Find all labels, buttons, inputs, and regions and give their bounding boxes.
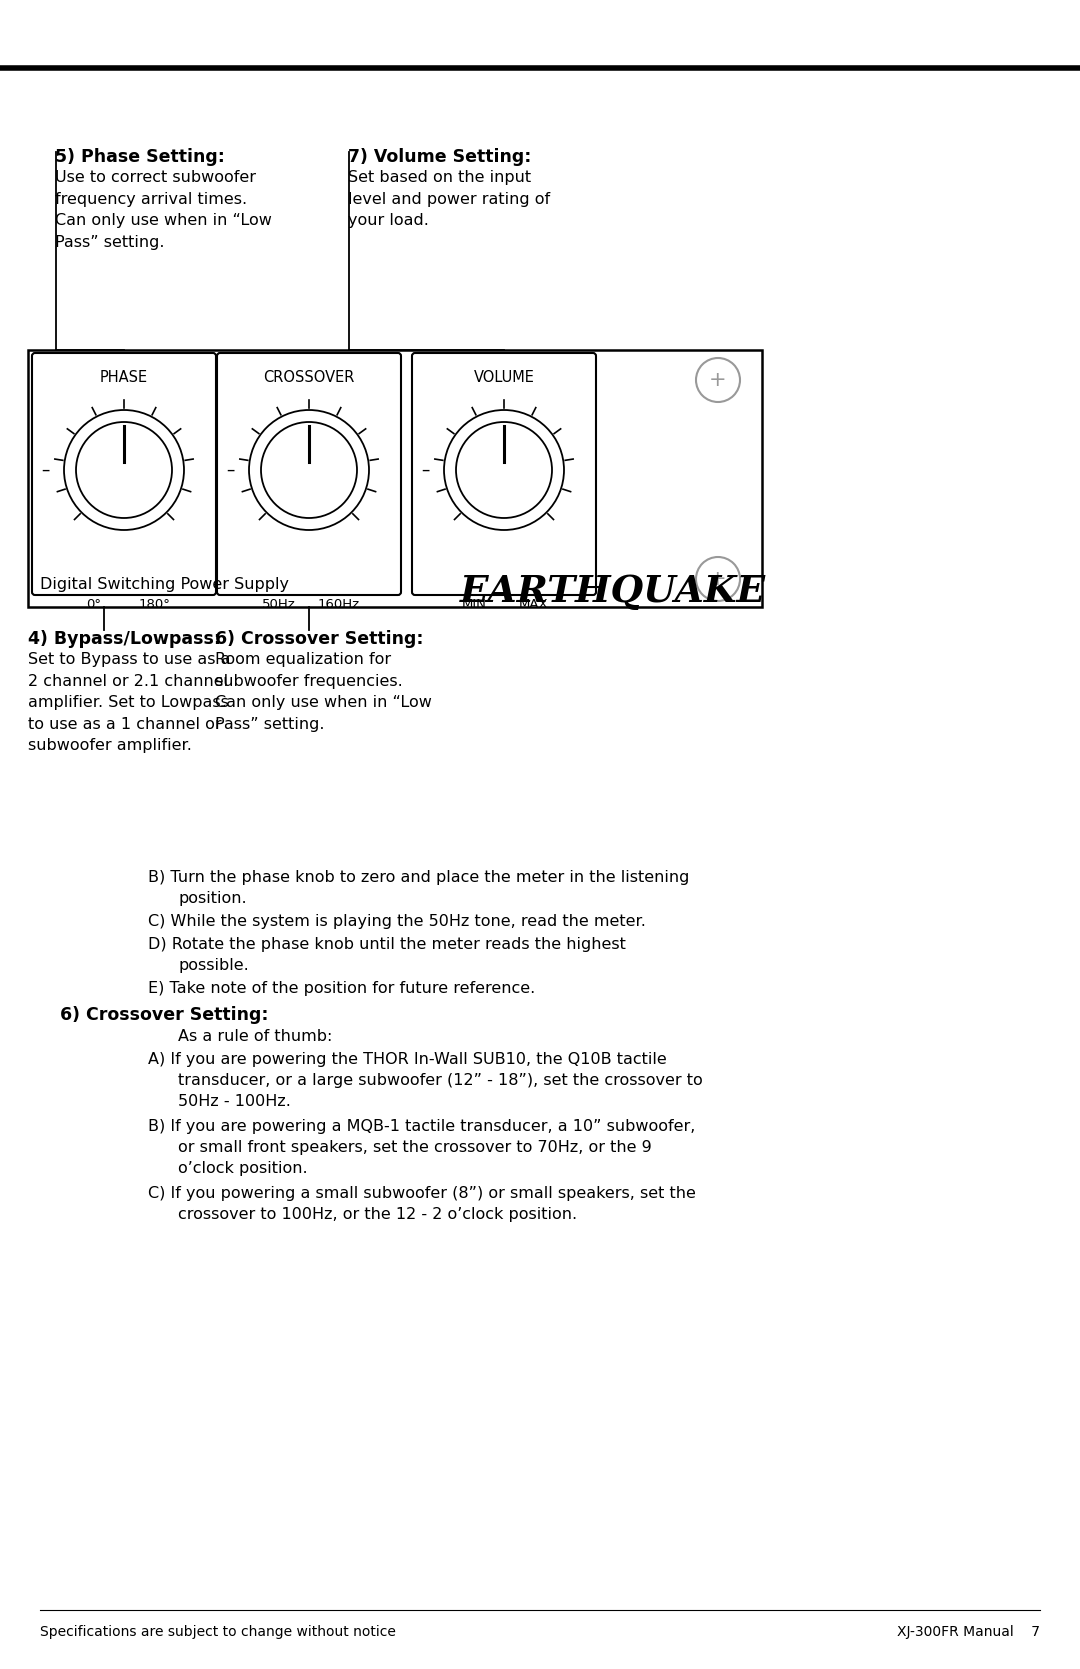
Text: C) While the system is playing the 50Hz tone, read the meter.: C) While the system is playing the 50Hz …	[148, 915, 646, 930]
Text: MIN: MIN	[461, 598, 486, 611]
Text: 160Hz: 160Hz	[318, 598, 360, 611]
Text: B) Turn the phase knob to zero and place the meter in the listening: B) Turn the phase knob to zero and place…	[148, 870, 689, 885]
Text: XJ-300FR Manual    7: XJ-300FR Manual 7	[897, 1626, 1040, 1639]
Text: position.: position.	[178, 891, 246, 906]
Text: –: –	[41, 461, 50, 479]
Text: VOLUME: VOLUME	[473, 371, 535, 386]
Text: Set to Bypass to use as a
2 channel or 2.1 channel
amplifier. Set to Lowpass
to : Set to Bypass to use as a 2 channel or 2…	[28, 653, 230, 753]
Text: +: +	[710, 371, 727, 391]
Text: Use to correct subwoofer
frequency arrival times.
Can only use when in “Low
Pass: Use to correct subwoofer frequency arriv…	[55, 170, 272, 250]
Text: –: –	[226, 461, 234, 479]
Text: 6) Crossover Setting:: 6) Crossover Setting:	[215, 629, 423, 648]
Text: 4) Bypass/Lowpass:: 4) Bypass/Lowpass:	[28, 629, 221, 648]
Text: +: +	[710, 569, 727, 589]
Text: B) If you are powering a MQB-1 tactile transducer, a 10” subwoofer,: B) If you are powering a MQB-1 tactile t…	[148, 1118, 696, 1133]
Text: 50Hz - 100Hz.: 50Hz - 100Hz.	[178, 1093, 291, 1108]
FancyBboxPatch shape	[217, 354, 401, 596]
Text: 0°: 0°	[86, 598, 102, 611]
Text: C) If you powering a small subwoofer (8”) or small speakers, set the: C) If you powering a small subwoofer (8”…	[148, 1187, 696, 1202]
FancyBboxPatch shape	[411, 354, 596, 596]
Text: MAX: MAX	[519, 598, 549, 611]
Text: E) Take note of the position for future reference.: E) Take note of the position for future …	[148, 981, 536, 996]
Text: 5) Phase Setting:: 5) Phase Setting:	[55, 149, 225, 165]
FancyBboxPatch shape	[32, 354, 216, 596]
Text: –: –	[421, 461, 430, 479]
Text: transducer, or a large subwoofer (12” - 18”), set the crossover to: transducer, or a large subwoofer (12” - …	[178, 1073, 703, 1088]
Text: Digital Switching Power Supply: Digital Switching Power Supply	[40, 577, 289, 592]
Text: Room equalization for
subwoofer frequencies.
Can only use when in “Low
Pass” set: Room equalization for subwoofer frequenc…	[215, 653, 432, 731]
Text: CROSSOVER: CROSSOVER	[264, 371, 354, 386]
Text: PHASE: PHASE	[100, 371, 148, 386]
Text: Specifications are subject to change without notice: Specifications are subject to change wit…	[40, 1626, 396, 1639]
Text: o’clock position.: o’clock position.	[178, 1162, 308, 1177]
Text: As a rule of thumb:: As a rule of thumb:	[178, 1030, 333, 1045]
Bar	[28, 350, 762, 608]
Text: or small front speakers, set the crossover to 70Hz, or the 9: or small front speakers, set the crossov…	[178, 1140, 651, 1155]
Text: 180°: 180°	[138, 598, 170, 611]
Text: Set based on the input
level and power rating of
your load.: Set based on the input level and power r…	[348, 170, 550, 229]
Text: possible.: possible.	[178, 958, 248, 973]
Text: crossover to 100Hz, or the 12 - 2 o’clock position.: crossover to 100Hz, or the 12 - 2 o’cloc…	[178, 1207, 577, 1222]
Text: EARTHQUAKE: EARTHQUAKE	[460, 572, 766, 609]
Text: 50Hz: 50Hz	[262, 598, 296, 611]
Text: D) Rotate the phase knob until the meter reads the highest: D) Rotate the phase knob until the meter…	[148, 936, 626, 951]
Text: 6) Crossover Setting:: 6) Crossover Setting:	[60, 1006, 269, 1025]
Text: A) If you are powering the THOR In-Wall SUB10, the Q10B tactile: A) If you are powering the THOR In-Wall …	[148, 1051, 666, 1066]
Text: 7) Volume Setting:: 7) Volume Setting:	[348, 149, 531, 165]
